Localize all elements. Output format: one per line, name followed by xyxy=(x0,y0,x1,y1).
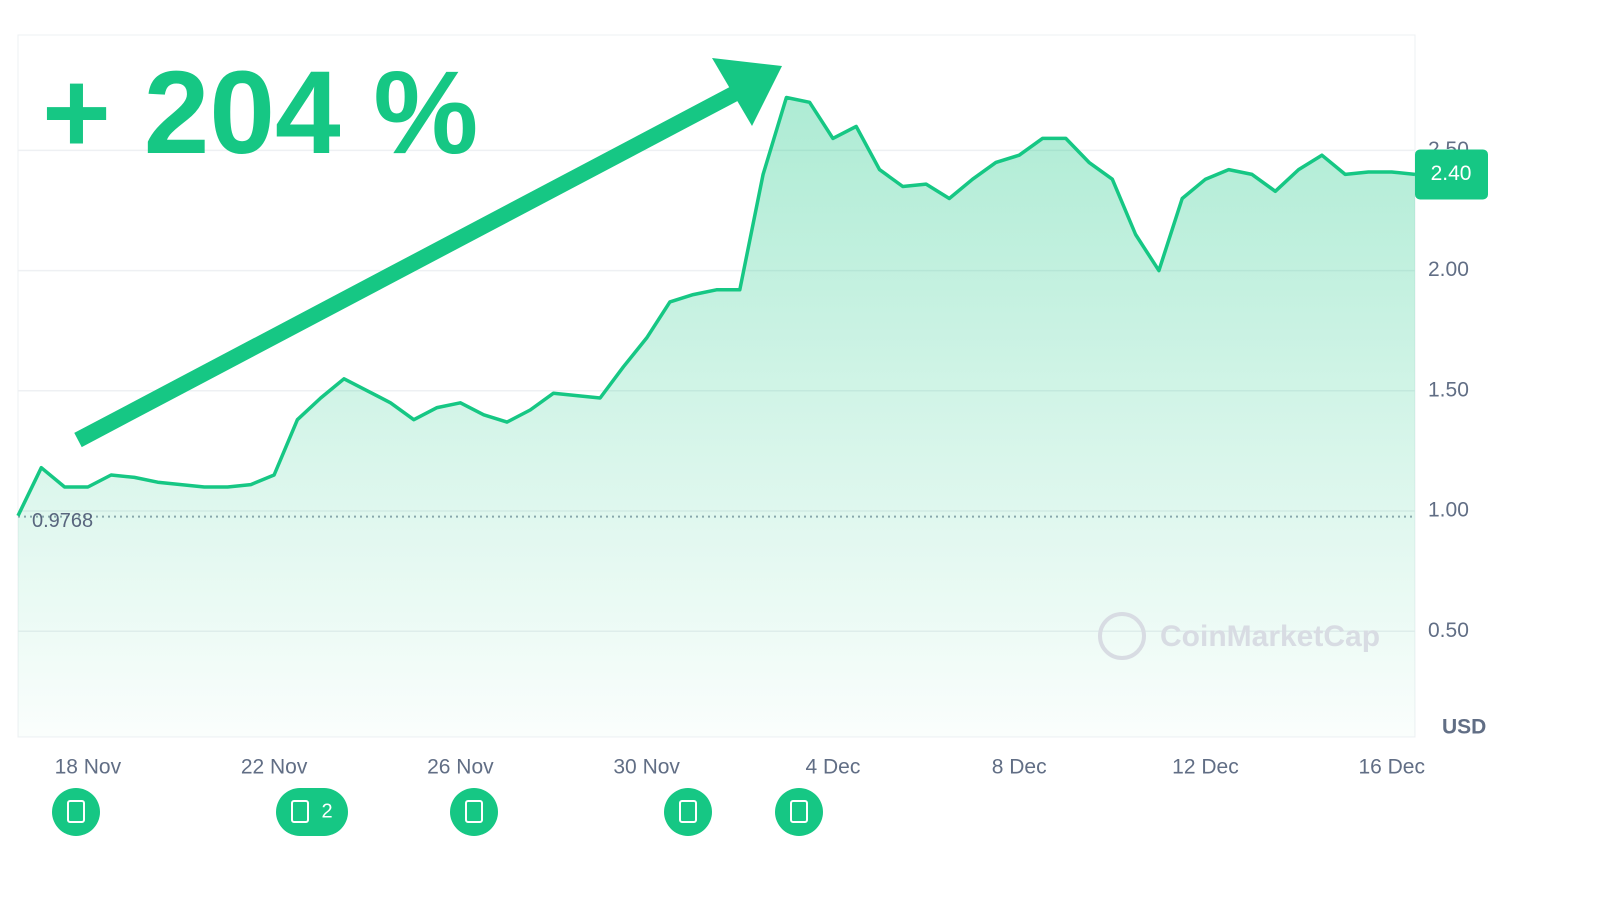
news-icon xyxy=(790,800,808,823)
x-tick-label: 18 Nov xyxy=(55,756,122,779)
x-tick-label: 22 Nov xyxy=(241,756,308,779)
news-icon xyxy=(465,800,483,823)
price-area xyxy=(18,97,1415,737)
y-tick-label: 1.00 xyxy=(1428,499,1469,522)
x-tick-label: 30 Nov xyxy=(613,756,680,779)
y-tick-label: 2.00 xyxy=(1428,258,1469,281)
news-icon xyxy=(291,800,309,823)
arrow-head xyxy=(712,58,782,126)
y-tick-label: 1.50 xyxy=(1428,378,1469,401)
gain-annotation: + 204 % xyxy=(42,47,478,179)
news-badge-count: 2 xyxy=(321,800,332,822)
watermark-logo xyxy=(1098,612,1146,660)
x-tick-label: 4 Dec xyxy=(805,756,860,779)
news-badge xyxy=(52,788,100,836)
news-badge xyxy=(775,788,823,836)
x-tick-label: 12 Dec xyxy=(1172,756,1239,779)
start-value-label: 0.9768 xyxy=(32,510,93,532)
news-badge-group xyxy=(276,788,348,836)
trend-arrow xyxy=(74,80,749,448)
news-icon xyxy=(679,800,697,823)
currency-label: USD xyxy=(1442,716,1486,739)
price-tag-label: 2.40 xyxy=(1431,162,1472,185)
watermark: CoinMarketCap xyxy=(1160,620,1380,653)
x-tick-label: 16 Dec xyxy=(1358,756,1425,779)
y-tick-label: 0.50 xyxy=(1428,619,1469,642)
price-tag xyxy=(1415,149,1488,200)
price-line xyxy=(16,95,1416,517)
x-tick-label: 26 Nov xyxy=(427,756,494,779)
news-badge xyxy=(664,788,712,836)
x-tick-label: 8 Dec xyxy=(992,756,1047,779)
news-icon xyxy=(67,800,85,823)
news-badge xyxy=(450,788,498,836)
